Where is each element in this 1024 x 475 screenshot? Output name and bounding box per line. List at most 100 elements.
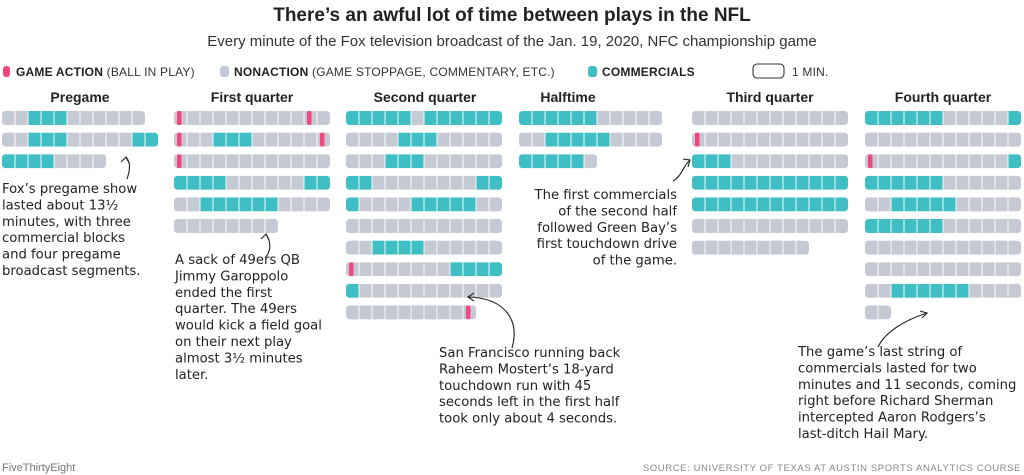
minute-nonaction bbox=[904, 154, 917, 169]
minute-nonaction bbox=[995, 154, 1008, 169]
minute-nonaction bbox=[930, 262, 943, 277]
minute-nonaction bbox=[437, 262, 450, 277]
minute-nonaction bbox=[252, 132, 265, 147]
minute-nonaction bbox=[904, 262, 917, 277]
minute-nonaction bbox=[385, 175, 398, 190]
minute-nonaction bbox=[982, 175, 995, 190]
minute-nonaction bbox=[489, 132, 502, 147]
minute-nonaction bbox=[463, 240, 476, 255]
minute-commercial bbox=[571, 111, 584, 125]
minute-nonaction bbox=[1008, 197, 1021, 212]
minute-nonaction bbox=[437, 132, 450, 147]
minute-commercial bbox=[930, 283, 943, 298]
timeline-row bbox=[692, 132, 848, 147]
legend-scale-label: 1 MIN. bbox=[792, 65, 829, 79]
minute-nonaction bbox=[744, 111, 757, 125]
minute-nonaction bbox=[956, 111, 969, 125]
minute-nonaction bbox=[463, 132, 476, 147]
minute-commercial bbox=[930, 197, 943, 212]
minute-commercial bbox=[398, 111, 411, 125]
minute-nonaction bbox=[757, 111, 770, 125]
minute-nonaction bbox=[424, 219, 437, 233]
legend-scale-box bbox=[752, 63, 785, 79]
minute-nonaction bbox=[359, 262, 372, 277]
minute-commercial bbox=[476, 175, 489, 190]
minute-commercial bbox=[865, 219, 878, 233]
minute-commercial bbox=[783, 197, 796, 212]
minute-nonaction bbox=[359, 132, 372, 147]
annotation-line: seconds left in the first half bbox=[439, 395, 620, 410]
minute-nonaction bbox=[744, 132, 757, 147]
minute-nonaction bbox=[119, 111, 132, 125]
minute-commercial bbox=[878, 111, 891, 125]
minute-nonaction bbox=[239, 219, 252, 233]
minute-nonaction bbox=[904, 240, 917, 255]
legend-rest-nonaction: (GAME STOPPAGE, COMMENTARY, ETC.) bbox=[308, 65, 554, 79]
minute-nonaction bbox=[878, 197, 891, 212]
minute-commercial bbox=[41, 111, 54, 125]
minute-action bbox=[695, 132, 700, 147]
minute-nonaction bbox=[187, 197, 200, 212]
minute-nonaction bbox=[744, 240, 757, 255]
minute-commercial bbox=[346, 111, 359, 125]
minute-nonaction bbox=[995, 283, 1008, 298]
minute-commercial bbox=[904, 175, 917, 190]
minute-nonaction bbox=[372, 197, 385, 212]
minute-nonaction bbox=[359, 197, 372, 212]
minute-nonaction bbox=[943, 240, 956, 255]
minute-commercial bbox=[476, 111, 489, 125]
minute-commercial bbox=[463, 111, 476, 125]
minute-nonaction bbox=[346, 305, 359, 320]
legend-bold-nonaction: NONACTION bbox=[234, 65, 308, 79]
annotation-line: quarter. The 49ers bbox=[175, 302, 297, 317]
minute-commercial bbox=[15, 154, 28, 169]
minute-commercial bbox=[809, 197, 822, 212]
minute-commercial bbox=[1008, 154, 1021, 169]
minute-nonaction bbox=[226, 219, 239, 233]
minute-commercial bbox=[770, 175, 783, 190]
minute-commercial bbox=[930, 111, 943, 125]
minute-nonaction bbox=[956, 219, 969, 233]
minute-nonaction bbox=[744, 219, 757, 233]
minute-commercial bbox=[809, 175, 822, 190]
minute-nonaction bbox=[636, 132, 649, 147]
annotation-line: lasted about 13½ bbox=[2, 198, 118, 213]
minute-commercial bbox=[28, 132, 41, 147]
minute-nonaction bbox=[489, 154, 502, 169]
timeline-row bbox=[865, 111, 1021, 125]
minute-nonaction bbox=[385, 132, 398, 147]
minute-nonaction bbox=[450, 154, 463, 169]
annotation-line: later. bbox=[175, 368, 208, 383]
annotation-line: intercepted Aaron Rodgers’s bbox=[798, 411, 986, 426]
minute-nonaction bbox=[982, 262, 995, 277]
minute-nonaction bbox=[878, 154, 891, 169]
minute-nonaction bbox=[437, 283, 450, 298]
minute-nonaction bbox=[718, 111, 731, 125]
minute-nonaction bbox=[411, 305, 424, 320]
minute-nonaction bbox=[80, 132, 93, 147]
minute-nonaction bbox=[174, 219, 187, 233]
annotation-line: minutes and 11 seconds, coming bbox=[798, 378, 1016, 393]
minute-nonaction bbox=[891, 262, 904, 277]
minute-nonaction bbox=[783, 132, 796, 147]
minute-commercial bbox=[385, 240, 398, 255]
minute-commercial bbox=[865, 175, 878, 190]
minute-nonaction bbox=[943, 111, 956, 125]
chart-title: There’s an awful lot of time between pla… bbox=[273, 5, 751, 26]
minute-nonaction bbox=[757, 154, 770, 169]
timeline-row bbox=[346, 111, 502, 125]
timeline-row bbox=[174, 154, 330, 169]
timeline-row bbox=[865, 262, 1021, 277]
arrow-mostert bbox=[467, 296, 515, 349]
legend-bold-commercials: COMMERCIALS bbox=[602, 65, 695, 79]
minute-action bbox=[320, 132, 325, 147]
minute-commercial bbox=[239, 197, 252, 212]
minute-nonaction bbox=[731, 111, 744, 125]
minute-nonaction bbox=[878, 283, 891, 298]
minute-commercial bbox=[796, 175, 809, 190]
minute-nonaction bbox=[226, 154, 239, 169]
minute-commercial bbox=[411, 240, 424, 255]
minute-nonaction bbox=[809, 154, 822, 169]
minute-commercial bbox=[904, 219, 917, 233]
minute-nonaction bbox=[865, 262, 878, 277]
